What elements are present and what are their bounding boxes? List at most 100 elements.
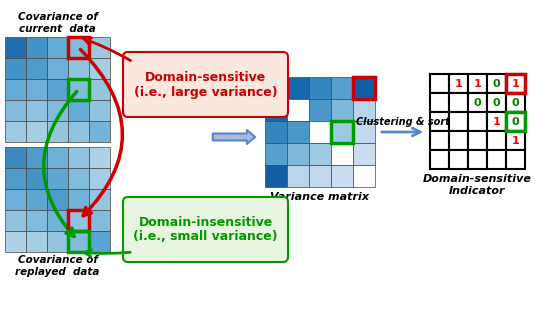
Bar: [331, 77, 353, 99]
Text: 1: 1: [512, 79, 519, 89]
Bar: [68, 189, 89, 210]
Bar: [506, 112, 525, 131]
Bar: [68, 58, 89, 79]
Bar: [26, 121, 47, 142]
Bar: [331, 99, 353, 121]
Bar: [89, 58, 110, 79]
Bar: [68, 210, 89, 231]
Bar: [468, 93, 487, 112]
Bar: [89, 147, 110, 168]
Bar: [506, 150, 525, 169]
Bar: [26, 168, 47, 189]
Bar: [331, 143, 353, 165]
Bar: [47, 210, 68, 231]
Text: Covariance of
current  data: Covariance of current data: [17, 13, 97, 34]
Text: 0: 0: [512, 98, 519, 108]
Bar: [430, 150, 449, 169]
Bar: [430, 112, 449, 131]
Bar: [265, 165, 287, 187]
Bar: [89, 231, 110, 252]
Bar: [5, 37, 26, 58]
Bar: [430, 93, 449, 112]
Bar: [47, 37, 68, 58]
Bar: [487, 131, 506, 150]
Bar: [26, 231, 47, 252]
Bar: [468, 131, 487, 150]
Bar: [89, 210, 110, 231]
Bar: [5, 147, 26, 168]
Text: Variance matrix: Variance matrix: [270, 192, 370, 202]
Text: Domain-sensitive
(i.e., large variance): Domain-sensitive (i.e., large variance): [134, 71, 277, 99]
Bar: [287, 99, 309, 121]
Bar: [47, 231, 68, 252]
Bar: [89, 79, 110, 100]
Bar: [506, 112, 525, 131]
Bar: [47, 58, 68, 79]
Text: Domain-sensitive
Indicator: Domain-sensitive Indicator: [423, 174, 532, 195]
Bar: [68, 210, 89, 231]
Bar: [68, 37, 89, 58]
Bar: [68, 79, 89, 100]
FancyBboxPatch shape: [123, 197, 288, 262]
Bar: [5, 168, 26, 189]
FancyArrowPatch shape: [81, 50, 123, 216]
Bar: [506, 74, 525, 93]
Bar: [26, 147, 47, 168]
Text: 1: 1: [455, 79, 463, 89]
Bar: [47, 100, 68, 121]
Bar: [47, 121, 68, 142]
Bar: [353, 77, 375, 99]
Bar: [506, 74, 525, 93]
Bar: [468, 150, 487, 169]
Bar: [89, 100, 110, 121]
Bar: [287, 121, 309, 143]
Bar: [89, 121, 110, 142]
Bar: [5, 189, 26, 210]
Bar: [89, 168, 110, 189]
FancyArrowPatch shape: [382, 128, 420, 136]
Text: Covariance of
replayed  data: Covariance of replayed data: [15, 255, 100, 277]
Bar: [68, 121, 89, 142]
Bar: [449, 131, 468, 150]
Bar: [68, 231, 89, 252]
Bar: [287, 143, 309, 165]
Bar: [47, 168, 68, 189]
Bar: [353, 77, 375, 99]
Bar: [26, 210, 47, 231]
Bar: [506, 131, 525, 150]
Bar: [506, 93, 525, 112]
Bar: [353, 99, 375, 121]
Bar: [68, 147, 89, 168]
Bar: [430, 131, 449, 150]
Bar: [5, 100, 26, 121]
Bar: [265, 121, 287, 143]
Bar: [265, 77, 287, 99]
Bar: [449, 150, 468, 169]
Bar: [468, 112, 487, 131]
Bar: [353, 121, 375, 143]
FancyArrowPatch shape: [44, 91, 77, 236]
Text: 1: 1: [493, 117, 501, 127]
Text: 0: 0: [512, 117, 519, 127]
Text: 1: 1: [512, 136, 519, 146]
Bar: [5, 121, 26, 142]
Bar: [331, 165, 353, 187]
Bar: [309, 121, 331, 143]
Text: 0: 0: [493, 79, 500, 89]
Bar: [26, 100, 47, 121]
Bar: [353, 143, 375, 165]
Bar: [449, 93, 468, 112]
Bar: [47, 147, 68, 168]
Bar: [265, 99, 287, 121]
Text: Domain-insensitive
(i.e., small variance): Domain-insensitive (i.e., small variance…: [133, 215, 278, 243]
Bar: [287, 77, 309, 99]
Bar: [487, 150, 506, 169]
Bar: [487, 74, 506, 93]
Bar: [331, 121, 353, 143]
Bar: [331, 121, 353, 143]
Bar: [449, 74, 468, 93]
Bar: [309, 77, 331, 99]
Text: 1: 1: [474, 79, 482, 89]
Bar: [89, 189, 110, 210]
Bar: [449, 112, 468, 131]
